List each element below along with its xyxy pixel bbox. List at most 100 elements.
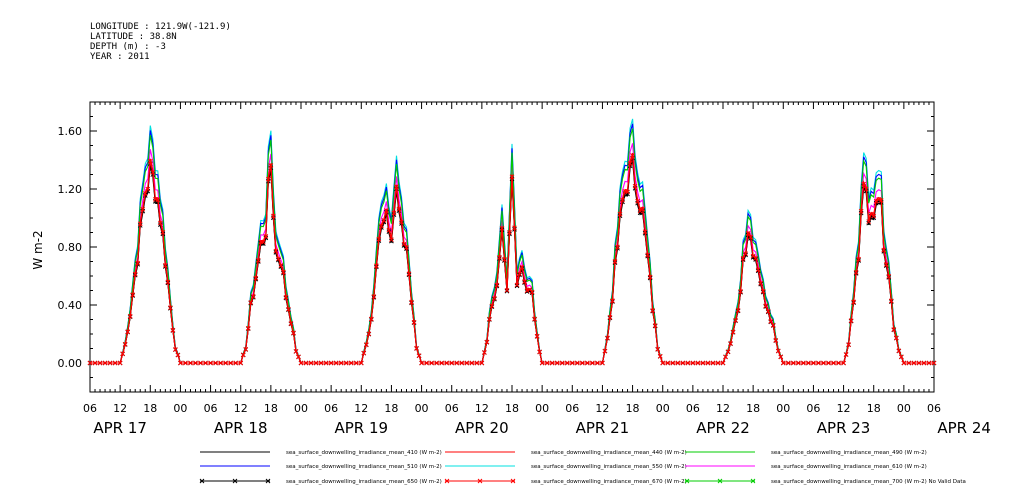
series-marker <box>502 256 507 262</box>
series-marker <box>522 279 527 284</box>
x-date-label: APR 18 <box>214 419 268 437</box>
legend-label: sea_surface_downwelling_irradiance_mean_… <box>771 464 927 470</box>
x-date-label: APR 20 <box>455 419 509 437</box>
series-marker <box>602 348 608 354</box>
x-tick-label: 12 <box>113 402 127 415</box>
series-marker <box>926 360 932 366</box>
series-marker <box>514 283 520 289</box>
series-marker <box>391 210 397 216</box>
series-marker <box>675 360 681 366</box>
metadata-header: LONGITUDE : 121.9W(-121.9) LATITUDE : 38… <box>90 22 231 62</box>
x-tick-label: 12 <box>716 402 730 415</box>
series-marker <box>363 342 369 347</box>
series-marker <box>647 274 653 280</box>
series-marker <box>625 189 630 195</box>
series-marker <box>218 360 223 366</box>
series-marker <box>371 294 377 299</box>
series-marker <box>328 360 334 366</box>
series-marker <box>537 349 542 355</box>
x-tick-label: 06 <box>565 402 579 415</box>
legend-marker <box>750 478 756 484</box>
series-marker <box>353 360 359 366</box>
series-marker <box>650 308 656 313</box>
series-marker <box>411 319 417 325</box>
series-marker <box>856 256 861 262</box>
series-marker <box>434 360 439 366</box>
series-marker <box>384 208 389 213</box>
series-marker <box>469 360 475 366</box>
series-marker <box>504 287 510 293</box>
series-marker <box>419 360 424 366</box>
series-marker <box>745 231 751 236</box>
series-marker <box>142 191 148 196</box>
series-marker <box>796 360 801 366</box>
series-marker <box>361 350 367 356</box>
series-marker <box>155 197 161 203</box>
series-marker <box>499 225 505 231</box>
series-marker <box>866 220 872 226</box>
series-marker <box>765 308 771 314</box>
series-marker <box>564 360 570 366</box>
series-marker <box>338 360 344 366</box>
series-marker <box>605 335 610 341</box>
depth-label: DEPTH (m) : -3 <box>90 42 166 52</box>
legend-label: sea_surface_downwelling_irradiance_mean_… <box>286 464 442 470</box>
series-marker <box>763 303 769 309</box>
legend-label: sea_surface_downwelling_irradiance_mean_… <box>286 450 442 456</box>
series-marker <box>183 360 188 366</box>
series-marker <box>409 299 414 305</box>
series-marker <box>298 360 304 366</box>
series-marker <box>612 259 618 264</box>
series-marker <box>401 241 407 247</box>
series-marker <box>615 244 620 250</box>
series-marker <box>250 294 256 299</box>
y-axis-label: W m-2 <box>31 230 45 269</box>
series-marker <box>710 360 716 366</box>
series-marker <box>640 206 645 212</box>
series-marker <box>858 208 864 214</box>
series-marker <box>725 349 731 355</box>
x-tick-label: 12 <box>595 402 609 415</box>
series-marker <box>429 360 434 366</box>
series-marker <box>198 360 203 366</box>
x-tick-label: 00 <box>776 402 790 415</box>
series-marker <box>313 360 319 366</box>
series-marker <box>213 360 218 366</box>
series-marker <box>87 360 93 366</box>
series-marker <box>770 322 776 328</box>
series-marker <box>278 263 284 268</box>
series-marker <box>896 348 902 354</box>
series-marker <box>265 176 271 182</box>
x-tick-label: 06 <box>324 402 338 415</box>
series-marker <box>617 211 623 217</box>
series-marker <box>901 360 907 366</box>
series-marker <box>147 158 153 164</box>
series-marker <box>444 360 450 366</box>
series-marker <box>416 353 422 359</box>
x-tick-label: 06 <box>927 402 941 415</box>
series-marker <box>514 282 520 288</box>
x-tick-label: 06 <box>445 402 459 415</box>
series-line <box>90 128 934 364</box>
series-marker <box>459 360 465 366</box>
series-marker <box>632 183 638 189</box>
series-marker <box>404 245 409 250</box>
series-marker <box>132 271 138 277</box>
series-marker <box>590 360 595 366</box>
series-marker <box>871 213 877 219</box>
series-marker <box>911 360 917 366</box>
series-marker <box>248 300 254 305</box>
series-marker <box>145 186 151 192</box>
x-tick-label: 00 <box>535 402 549 415</box>
series-marker <box>389 238 394 244</box>
series-marker <box>487 316 492 322</box>
series-marker <box>333 360 339 366</box>
series-marker <box>811 360 816 366</box>
x-date-label: APR 17 <box>93 419 147 437</box>
series-marker <box>281 269 286 275</box>
legend-marker <box>232 478 238 484</box>
series-marker <box>620 197 625 203</box>
series-marker <box>482 350 487 355</box>
series-marker <box>544 360 550 366</box>
series-marker <box>424 360 429 366</box>
